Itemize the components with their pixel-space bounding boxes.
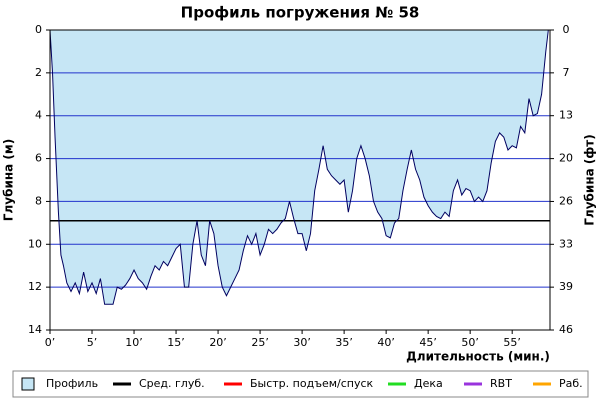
y2-axis-label: Глубина (фт) — [583, 134, 597, 225]
y2-tick-label: 46 — [559, 323, 573, 336]
x-axis-label: Длительность (мин.) — [406, 350, 550, 364]
x-tick-label: 20’ — [209, 336, 227, 349]
legend-label: Сред. глуб. — [139, 377, 205, 390]
x-tick-label: 35’ — [335, 336, 353, 349]
chart-title: Профиль погружения № 58 — [181, 4, 420, 22]
y-tick-label: 4 — [35, 109, 42, 122]
x-tick-label: 55’ — [503, 336, 521, 349]
y-tick-label: 8 — [35, 194, 42, 207]
y2-tick-label: 0 — [563, 23, 570, 36]
y-axis-label: Глубина (м) — [2, 139, 16, 221]
y2-tick-label: 39 — [559, 280, 573, 293]
x-tick-label: 40’ — [377, 336, 395, 349]
y2-tick-label: 33 — [559, 237, 573, 250]
x-tick-label: 45’ — [419, 336, 437, 349]
legend-label: RBT — [490, 377, 512, 390]
profile-area — [50, 30, 549, 305]
y2-tick-label: 13 — [559, 109, 573, 122]
x-tick-label: 15’ — [167, 336, 185, 349]
legend-label: Дека — [414, 377, 443, 390]
legend-label: Профиль — [46, 377, 98, 390]
y-tick-label: 6 — [35, 152, 42, 165]
x-tick-label: 0’ — [45, 336, 56, 349]
x-tick-label: 25’ — [251, 336, 269, 349]
y-tick-label: 12 — [28, 280, 42, 293]
plot-frame — [49, 29, 551, 331]
y2-tick-label: 7 — [563, 66, 570, 79]
profile-line — [49, 29, 549, 305]
legend-box — [12, 370, 589, 398]
y-tick-label: 0 — [35, 23, 42, 36]
y2-tick-label: 26 — [559, 194, 573, 207]
x-tick-label: 10’ — [125, 336, 143, 349]
y-tick-label: 10 — [28, 237, 42, 250]
legend-label: Раб. — [559, 377, 583, 390]
legend-label: Быстр. подъем/спуск — [250, 377, 374, 390]
y-tick-label: 14 — [28, 323, 42, 336]
y2-tick-label: 20 — [559, 152, 573, 165]
x-tick-label: 5’ — [87, 336, 98, 349]
legend-swatch — [21, 377, 35, 391]
x-tick-label: 50’ — [461, 336, 479, 349]
x-tick-label: 30’ — [293, 336, 311, 349]
y-tick-label: 2 — [35, 66, 42, 79]
